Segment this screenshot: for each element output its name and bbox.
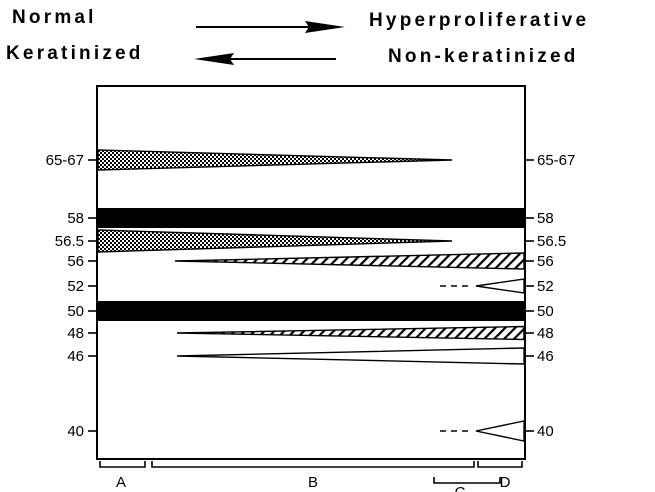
header-keratinized: Keratinized [6, 43, 144, 64]
band-56 [174, 252, 525, 270]
band-48 [176, 325, 525, 341]
section-brackets [99, 461, 523, 484]
band-58 [98, 208, 524, 228]
left-label-40: 40 [67, 423, 84, 440]
right-label-40: 40 [537, 423, 554, 440]
bracket-a [99, 461, 146, 468]
section-label-a: A [116, 474, 126, 491]
right-label-56: 56 [537, 253, 554, 270]
band-46 [176, 347, 525, 365]
band-65-67 [97, 149, 453, 171]
tick-marks [88, 159, 534, 432]
right-label-58: 58 [537, 210, 554, 227]
header-non-keratinized: Non-keratinized [388, 46, 579, 67]
left-label-56.5: 56.5 [55, 233, 84, 250]
section-label-d: D [500, 474, 511, 491]
left-label-52: 52 [67, 278, 84, 295]
right-label-56.5: 56.5 [537, 233, 566, 250]
gel-frame [96, 85, 526, 460]
band-40 [475, 420, 525, 442]
bracket-d [477, 461, 523, 468]
left-arrow-icon [194, 53, 336, 65]
left-label-48: 48 [67, 325, 84, 342]
section-label-b: B [308, 474, 318, 491]
left-label-56: 56 [67, 253, 84, 270]
header-normal: Normal [12, 7, 97, 28]
section-label-c: C [455, 484, 466, 492]
left-label-65-67: 65-67 [46, 152, 84, 169]
right-label-65-67: 65-67 [537, 152, 575, 169]
bracket-c [433, 477, 501, 484]
header-hyperproliferative: Hyperproliferative [369, 10, 590, 31]
right-label-52: 52 [537, 278, 554, 295]
right-label-46: 46 [537, 348, 554, 365]
left-label-46: 46 [67, 348, 84, 365]
left-label-50: 50 [67, 303, 84, 320]
bracket-b [151, 461, 475, 468]
right-label-48: 48 [537, 325, 554, 342]
band-52 [475, 278, 525, 294]
band-56.5 [97, 229, 453, 253]
right-label-50: 50 [537, 303, 554, 320]
left-label-58: 58 [67, 210, 84, 227]
band-50 [98, 301, 524, 321]
right-arrow-icon [196, 21, 345, 33]
